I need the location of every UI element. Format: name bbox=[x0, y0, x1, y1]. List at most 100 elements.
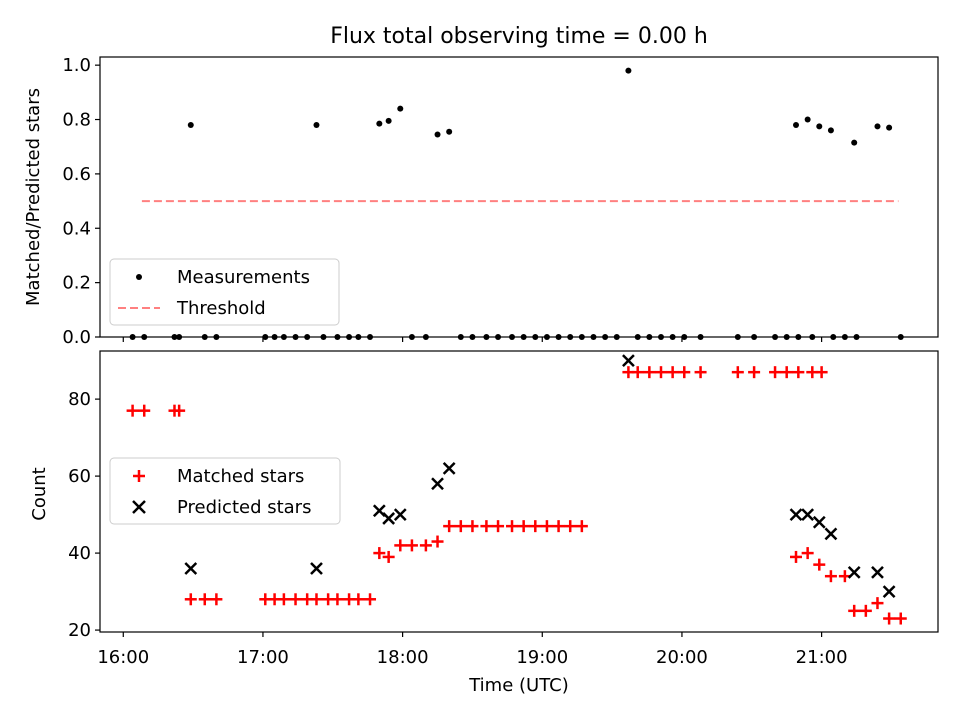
top-y-tick-label: 0.0 bbox=[62, 327, 91, 348]
predicted-stars-series bbox=[184, 354, 896, 598]
matched-star-point bbox=[454, 520, 467, 533]
bottom-axes-frame bbox=[99, 350, 939, 633]
chart-title: Flux total observing time = 0.00 h bbox=[330, 24, 708, 49]
top-y-tick-label: 0.6 bbox=[62, 164, 91, 185]
measurement-point bbox=[187, 121, 194, 128]
legend-threshold-label: Threshold bbox=[176, 298, 266, 319]
matched-star-point bbox=[748, 366, 761, 379]
legend-predicted-marker bbox=[132, 500, 146, 514]
matched-star-point bbox=[780, 366, 793, 379]
matched-star-point bbox=[382, 550, 395, 563]
measurement-series bbox=[129, 67, 904, 340]
predicted-star-point bbox=[812, 515, 826, 529]
matched-star-point bbox=[529, 520, 542, 533]
bottom-x-tick-label: 19:00 bbox=[516, 647, 568, 668]
top-axes-frame bbox=[99, 56, 939, 338]
bottom-x-tick-label: 16:00 bbox=[97, 647, 149, 668]
bottom-y-axis-label: Count bbox=[29, 467, 50, 520]
bottom-y-tick-label: 60 bbox=[68, 466, 91, 487]
predicted-star-point bbox=[801, 508, 815, 521]
bottom-y-tick-label: 40 bbox=[68, 543, 91, 564]
bottom-x-tick-label: 21:00 bbox=[796, 647, 848, 668]
matched-star-point bbox=[373, 547, 386, 560]
matched-star-point bbox=[210, 593, 223, 606]
matched-star-point bbox=[790, 550, 803, 563]
matched-star-point bbox=[289, 593, 302, 606]
matched-star-point bbox=[394, 539, 407, 552]
predicted-star-point bbox=[393, 508, 407, 521]
matched-star-point bbox=[815, 366, 828, 379]
matched-star-point bbox=[769, 366, 782, 379]
matched-star-point bbox=[480, 520, 493, 533]
bottom-x-tick-label: 17:00 bbox=[237, 647, 289, 668]
top-legend: Measurements Threshold bbox=[109, 258, 340, 326]
matched-star-point bbox=[126, 404, 139, 417]
matched-star-point bbox=[552, 520, 565, 533]
matched-star-point bbox=[184, 593, 197, 606]
measurement-point bbox=[793, 121, 800, 128]
matched-star-point bbox=[813, 558, 826, 571]
top-y-tick-label: 0.4 bbox=[62, 218, 91, 239]
matched-star-point bbox=[801, 547, 814, 560]
legend-measurements-marker bbox=[136, 274, 142, 280]
top-y-tick-label: 1.0 bbox=[62, 55, 91, 76]
predicted-star-point bbox=[431, 477, 444, 491]
bottom-x-tick-label: 20:00 bbox=[656, 647, 708, 668]
matched-star-point bbox=[871, 597, 884, 610]
matched-star-point bbox=[564, 520, 577, 533]
matched-star-point bbox=[792, 366, 805, 379]
bottom-legend: Matched stars Predicted stars bbox=[109, 457, 341, 525]
top-y-tick-label: 0.8 bbox=[62, 110, 91, 131]
measurement-point bbox=[874, 123, 881, 130]
measurement-point bbox=[827, 127, 834, 134]
legend-matched-marker bbox=[133, 470, 145, 482]
measurement-point bbox=[434, 131, 441, 138]
matched-star-point bbox=[883, 612, 896, 625]
matched-star-point bbox=[506, 520, 519, 533]
matched-stars-series bbox=[126, 366, 907, 625]
top-legend-box bbox=[109, 258, 340, 326]
bottom-y-tick-label: 80 bbox=[68, 389, 91, 410]
measurement-point bbox=[804, 116, 811, 123]
matched-star-point bbox=[173, 404, 186, 417]
matched-star-point bbox=[575, 520, 588, 533]
predicted-star-point bbox=[382, 512, 396, 525]
matched-star-point bbox=[694, 366, 707, 379]
matched-star-point bbox=[443, 520, 456, 533]
matched-star-point bbox=[405, 539, 418, 552]
matched-star-point bbox=[138, 404, 151, 417]
matched-star-point bbox=[431, 535, 444, 548]
bottom-x-tick-label: 18:00 bbox=[377, 647, 429, 668]
matched-star-point bbox=[894, 612, 907, 625]
bottom-y-tick-label: 20 bbox=[68, 620, 91, 641]
predicted-star-point bbox=[871, 565, 884, 579]
bottom-y-ticks: 20 40 60 80 bbox=[68, 389, 100, 641]
predicted-star-point bbox=[882, 585, 896, 598]
bottom-x-ticks: 16:00 17:00 18:00 19:00 20:00 21:00 bbox=[97, 632, 848, 668]
matched-star-point bbox=[331, 593, 344, 606]
measurement-point bbox=[816, 123, 823, 130]
matched-star-point bbox=[352, 593, 365, 606]
top-panel: 0.0 0.2 0.4 0.6 0.8 1.0 Matched/Predicted sta… bbox=[23, 55, 939, 348]
x-axis-label: Time (UTC) bbox=[468, 675, 569, 696]
matched-star-point bbox=[654, 366, 667, 379]
matched-star-point bbox=[277, 593, 290, 606]
predicted-star-point bbox=[310, 562, 323, 575]
measurement-point bbox=[886, 124, 893, 131]
bottom-legend-box bbox=[109, 457, 341, 525]
matched-star-point bbox=[198, 593, 211, 606]
matched-star-point bbox=[540, 520, 553, 533]
legend-matched-label: Matched stars bbox=[177, 466, 304, 487]
matched-star-point bbox=[631, 366, 644, 379]
matched-star-point bbox=[859, 604, 872, 617]
top-x-ticks bbox=[122, 337, 823, 342]
matched-star-point bbox=[364, 593, 377, 606]
matched-star-point bbox=[824, 570, 837, 583]
predicted-star-point bbox=[442, 462, 456, 475]
measurement-point bbox=[625, 67, 632, 74]
top-y-ticks: 0.0 0.2 0.4 0.6 0.8 1.0 bbox=[62, 55, 100, 348]
predicted-star-point bbox=[847, 565, 861, 579]
matched-star-point bbox=[466, 520, 479, 533]
